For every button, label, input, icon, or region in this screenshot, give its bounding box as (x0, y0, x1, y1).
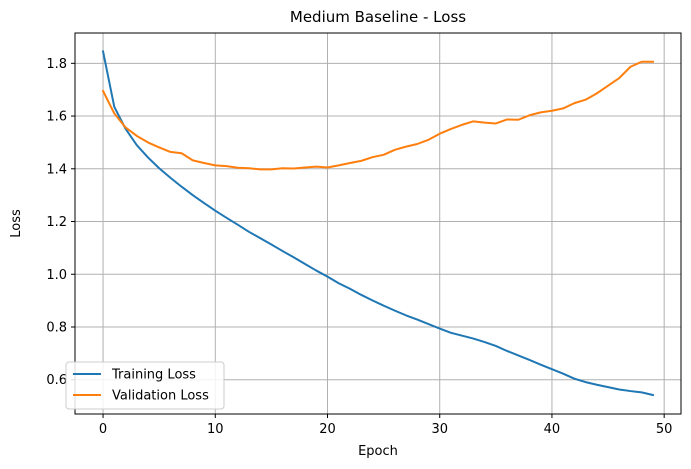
y-tick-label: 1.6 (46, 110, 67, 125)
axis-ticks: 0 10 20 30 40 50 0.6 0.8 1.0 1.2 1.4 1.6 1.8 (46, 57, 672, 437)
y-tick-label: 0.8 (46, 320, 67, 335)
x-tick-label: 50 (656, 422, 673, 437)
plot-frame (74, 32, 682, 415)
x-tick-label: 10 (207, 422, 224, 437)
x-tick-label: 0 (99, 422, 107, 437)
legend-box (65, 361, 225, 410)
x-tick-label: 30 (431, 422, 448, 437)
series-lines (101, 50, 655, 397)
y-tick-label: 0.6 (46, 373, 67, 388)
chart-title: Medium Baseline - Loss (290, 8, 466, 26)
series-line-validation-loss (101, 60, 654, 171)
y-tick-label: 1.0 (46, 268, 67, 283)
legend-label: Training Loss (111, 368, 196, 383)
y-tick-label: 1.8 (46, 57, 67, 72)
legend-label: Validation Loss (112, 389, 209, 404)
legend: Training Loss Validation Loss (65, 361, 225, 410)
series-line-training-loss (101, 50, 655, 397)
grid (75, 33, 681, 414)
x-tick-label: 40 (544, 422, 561, 437)
x-tick-label: 20 (319, 422, 336, 437)
y-tick-label: 1.2 (46, 215, 67, 230)
x-axis-label: Epoch (358, 444, 398, 459)
y-axis-label: Loss (9, 209, 24, 238)
y-tick-label: 1.4 (46, 162, 67, 177)
